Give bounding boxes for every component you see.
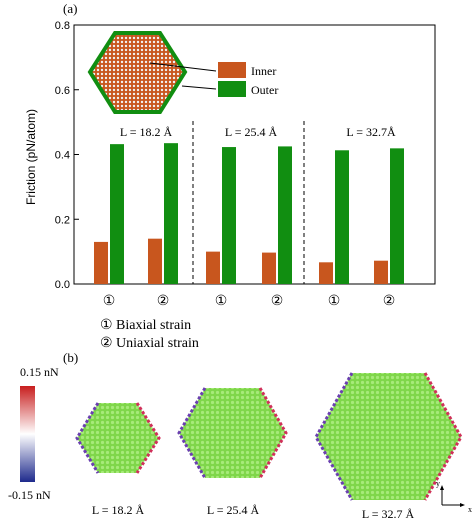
group-label-3: L = 32.7Å xyxy=(346,125,396,139)
x-tick-label: ① xyxy=(215,294,228,309)
flake-1-body xyxy=(77,403,159,473)
bar-inner-4 xyxy=(262,252,276,284)
legend-label-inner: Inner xyxy=(251,64,276,78)
bar-outer-5 xyxy=(335,150,349,284)
xy-axes-indicator: y x xyxy=(436,479,472,514)
bar-inner-1 xyxy=(94,241,108,284)
x-tick-label: ① xyxy=(103,294,116,309)
x-tick-label: ② xyxy=(383,294,396,309)
flake-2: L = 25.4 Å xyxy=(177,387,288,517)
bar-outer-1 xyxy=(110,144,124,284)
axis-x-label: x xyxy=(468,505,472,514)
colorbar-gradient xyxy=(20,386,35,482)
colorbar: 0.15 nN -0.15 nN xyxy=(8,365,59,502)
y-tick-label: 0.8 xyxy=(55,20,70,32)
legend-swatch-outer xyxy=(218,81,246,97)
flake-2-body xyxy=(179,388,286,478)
legend: Inner Outer xyxy=(218,62,278,97)
flake-1: L = 18.2 Å xyxy=(75,402,161,517)
flake-3-body xyxy=(316,373,461,500)
bar-outer-2 xyxy=(164,143,178,284)
bar-inner-6 xyxy=(374,260,388,284)
x-axis: ① ② ① ② ① ② xyxy=(103,294,396,309)
flake-1-label: L = 18.2 Å xyxy=(92,503,145,517)
legend-label-outer: Outer xyxy=(251,83,278,97)
y-tick-label: 0.0 xyxy=(55,279,70,291)
panel-b-label: (b) xyxy=(63,350,78,365)
y-tick-label: 0.2 xyxy=(55,214,70,226)
flake-3-label: L = 32.7 Å xyxy=(362,507,415,521)
bar-outer-3 xyxy=(222,147,236,284)
bars-group xyxy=(94,143,404,284)
flake-3: L = 32.7 Å xyxy=(314,372,463,521)
bar-outer-4 xyxy=(278,146,292,284)
y-tick-label: 0.6 xyxy=(55,85,70,97)
legend-swatch-inner xyxy=(218,62,246,78)
group-label-1: L = 18.2 Å xyxy=(120,125,173,139)
bar-inner-5 xyxy=(319,262,333,284)
flake-2-label: L = 25.4 Å xyxy=(207,503,260,517)
x-tick-label: ② xyxy=(157,294,170,309)
axis-y-label: y xyxy=(436,479,440,488)
inset-flake-image xyxy=(87,31,217,114)
bar-outer-6 xyxy=(390,148,404,284)
bar-inner-3 xyxy=(206,251,220,284)
y-tick-label: 0.4 xyxy=(55,150,70,162)
y-axis: 0.0 0.2 0.4 0.6 0.8 xyxy=(55,20,79,291)
panel-a-label: (a) xyxy=(63,1,77,16)
colorbar-max-label: 0.15 nN xyxy=(20,365,59,379)
x-tick-label: ② xyxy=(271,294,284,309)
strain-legend-biaxial: ① Biaxial strain xyxy=(100,318,191,333)
colorbar-min-label: -0.15 nN xyxy=(8,488,51,502)
bar-inner-2 xyxy=(148,238,162,284)
group-label-2: L = 25.4 Å xyxy=(225,125,278,139)
x-tick-label: ① xyxy=(328,294,341,309)
strain-legend-uniaxial: ② Uniaxial strain xyxy=(100,336,199,351)
y-axis-title: Friction (pN/atom) xyxy=(24,109,38,205)
